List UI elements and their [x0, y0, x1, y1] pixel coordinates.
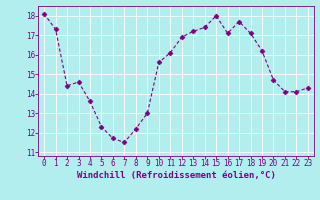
X-axis label: Windchill (Refroidissement éolien,°C): Windchill (Refroidissement éolien,°C)	[76, 171, 276, 180]
